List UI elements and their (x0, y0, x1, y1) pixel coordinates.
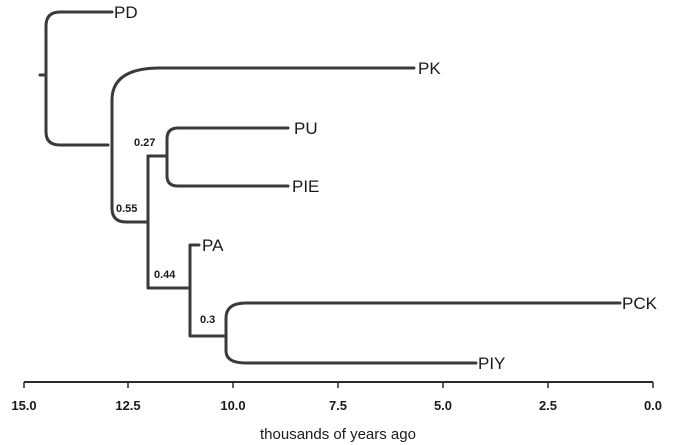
support-label-pck-piy: 0.3 (200, 314, 215, 326)
branch-pu-pie (165, 126, 290, 188)
support-label-node-055: 0.55 (116, 203, 137, 215)
branch-node-044 (188, 243, 228, 338)
leaf-pu: PU (294, 119, 318, 138)
support-values: 0.27 0.55 0.44 0.3 (116, 137, 215, 326)
axis-tick-label: 10.0 (220, 398, 245, 413)
branch-pck-piy (224, 301, 622, 365)
support-label-node-044: 0.44 (154, 269, 176, 281)
axis-tick-label: 2.5 (539, 398, 557, 413)
branch-node-055 (146, 154, 192, 290)
leaf-pk: PK (418, 59, 441, 78)
leaf-labels: PD PK PU PIE PA PCK PIY (114, 3, 658, 373)
axis-tick-label: 12.5 (115, 398, 140, 413)
axis-tick-label: 15.0 (11, 398, 36, 413)
leaf-piy: PIY (478, 354, 505, 373)
axis-tick-label: 0.0 (644, 398, 662, 413)
support-label-pu-pie: 0.27 (134, 137, 155, 149)
leaf-pd: PD (114, 3, 138, 22)
leaf-pck: PCK (622, 294, 658, 313)
time-axis: 15.0 12.5 10.0 7.5 5.0 2.5 0.0 thousands… (11, 381, 662, 443)
leaf-pa: PA (202, 236, 224, 255)
branch-pk-split (110, 66, 416, 224)
axis-title: thousands of years ago (260, 426, 416, 443)
tree-branches (38, 10, 622, 365)
axis-tick-label: 5.0 (434, 398, 452, 413)
axis-tick-label: 7.5 (329, 398, 347, 413)
leaf-pie: PIE (292, 177, 319, 196)
branch-root (44, 10, 114, 147)
